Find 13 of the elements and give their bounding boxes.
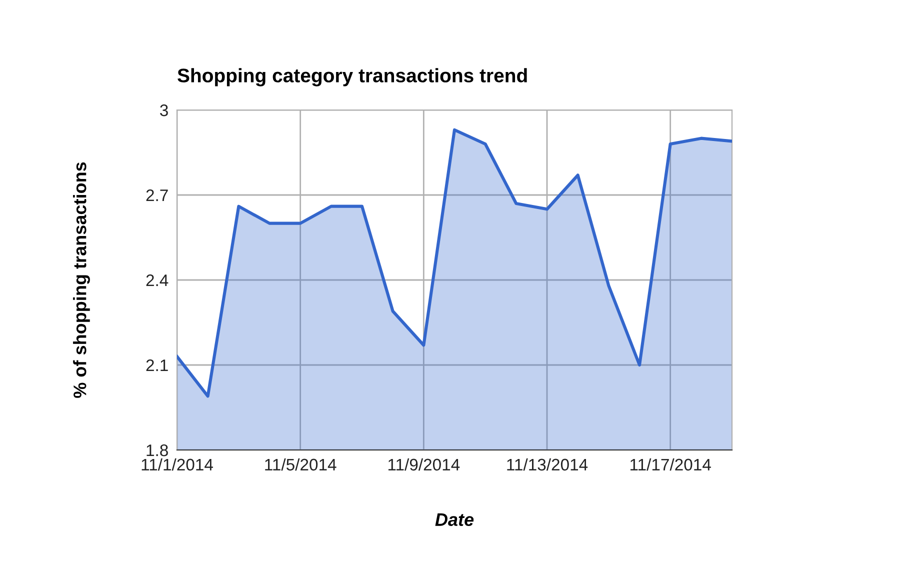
x-tick-label: 11/1/2014 bbox=[142, 458, 213, 471]
y-axis-title: % of shopping transactions bbox=[73, 162, 90, 398]
y-tick-label: 3 bbox=[160, 104, 168, 116]
x-tick-label: 11/13/2014 bbox=[507, 458, 588, 471]
x-tick-label: 11/5/2014 bbox=[265, 458, 336, 471]
y-tick-label: 2.1 bbox=[146, 359, 168, 372]
x-axis-title: Date bbox=[435, 513, 474, 526]
y-tick-label: 2.4 bbox=[146, 274, 168, 286]
y-tick-label: 1.8 bbox=[146, 444, 168, 456]
chart-title: Shopping category transactions trend bbox=[178, 68, 527, 86]
x-tick-label: 11/17/2014 bbox=[630, 458, 711, 471]
x-tick-label: 11/9/2014 bbox=[388, 458, 460, 471]
y-tick-label: 2.7 bbox=[146, 189, 168, 202]
